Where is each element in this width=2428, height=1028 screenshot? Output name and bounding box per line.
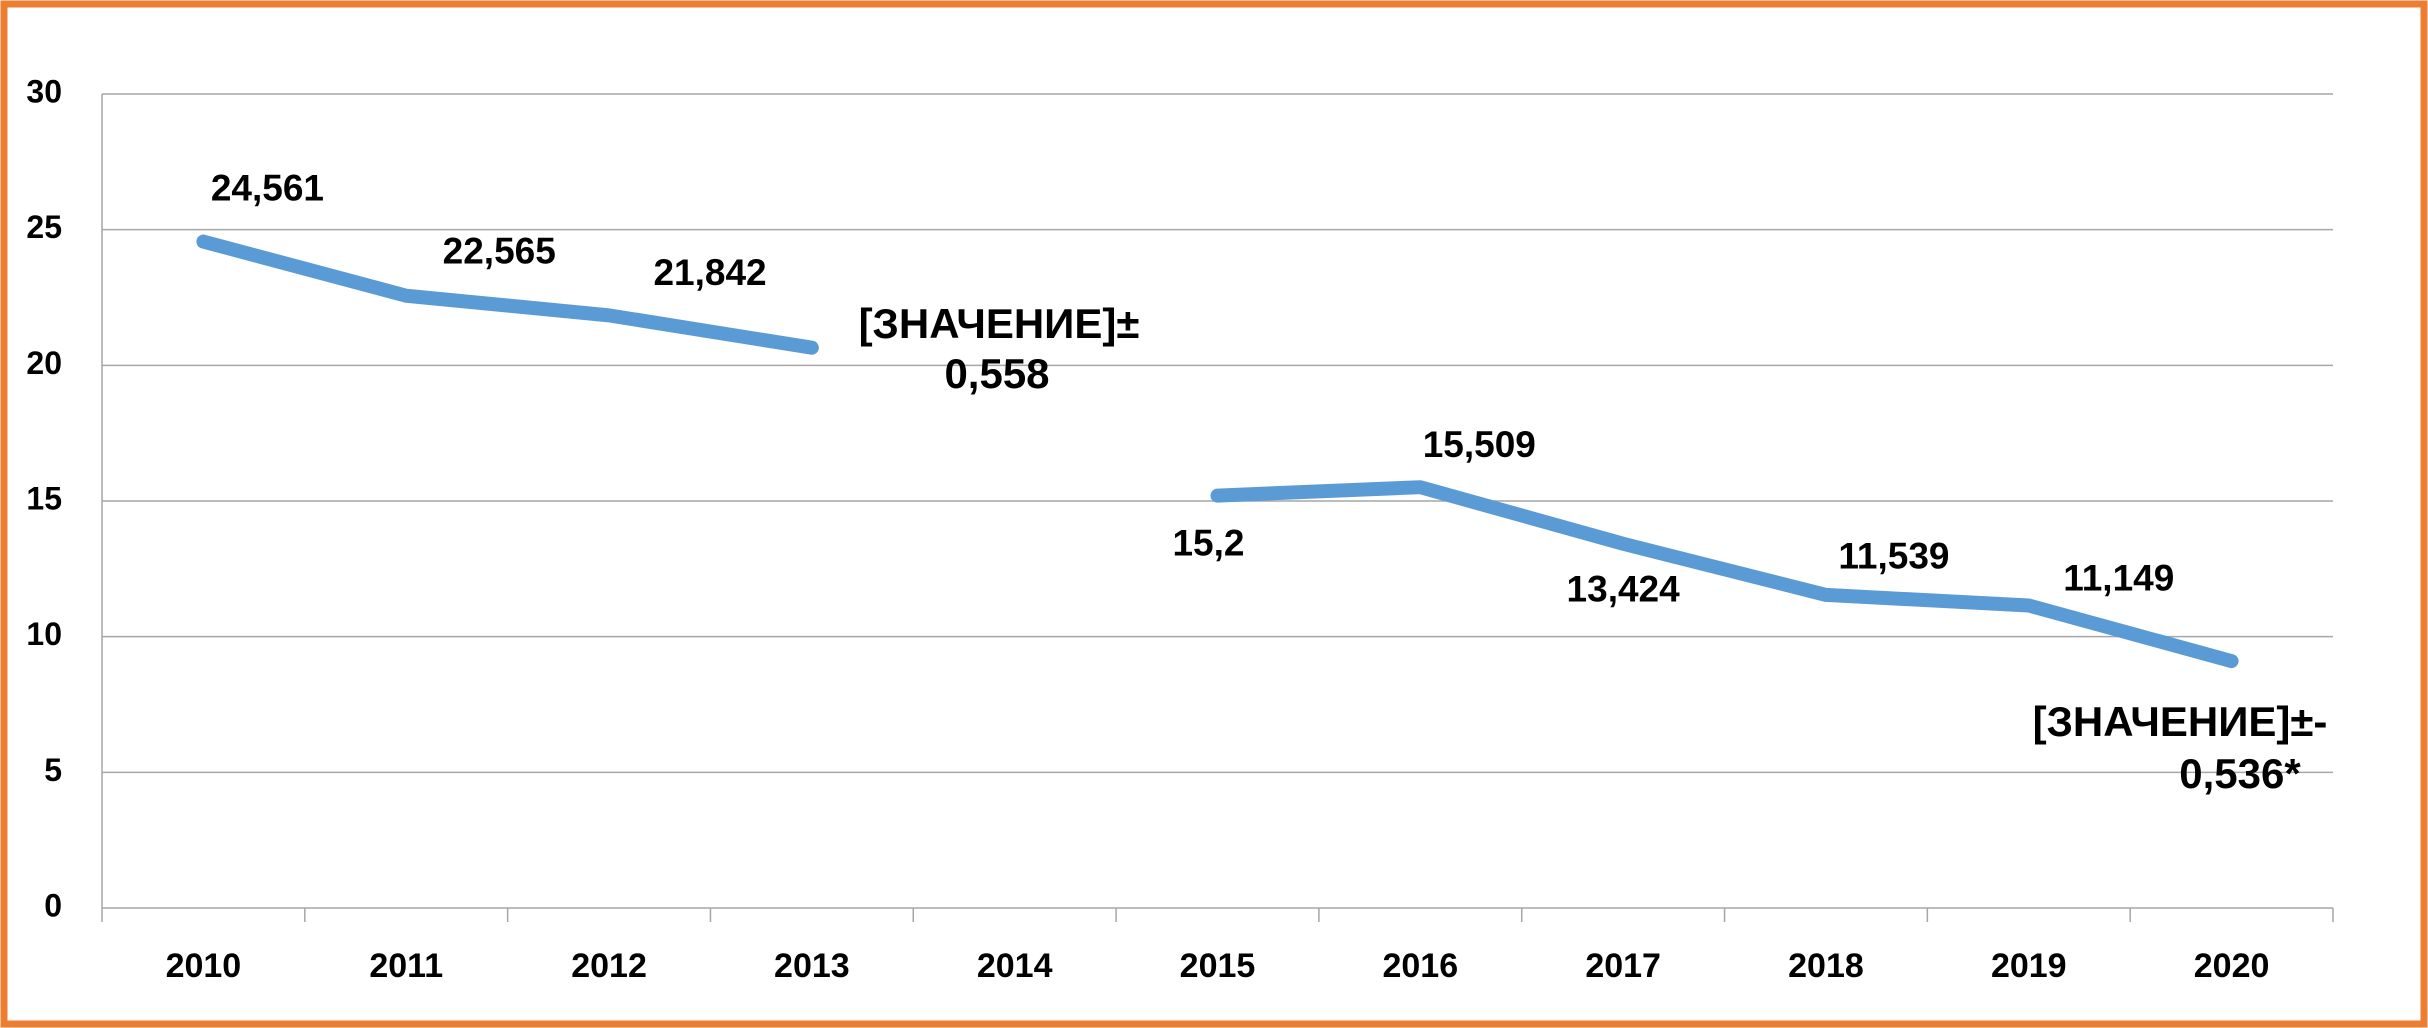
- data-label: 13,424: [1567, 569, 1681, 610]
- data-line: [196, 234, 2239, 669]
- x-tick-label: 2018: [1788, 947, 1864, 985]
- x-tick-label: 2017: [1585, 947, 1661, 985]
- x-tick-label: 2015: [1180, 947, 1256, 985]
- y-tick-label: 15: [26, 480, 62, 516]
- y-tick-label: 10: [26, 616, 62, 652]
- y-tick-label: 25: [26, 209, 62, 245]
- data-label: 11,539: [1838, 536, 1949, 577]
- y-tick-label: 30: [26, 73, 62, 109]
- x-tick-label: 2016: [1382, 947, 1458, 985]
- x-tick-label: 2014: [977, 947, 1053, 985]
- x-tick-label: 2010: [166, 947, 242, 985]
- x-tick-label: 2012: [571, 947, 647, 985]
- annotation: 0,536*: [2179, 750, 2301, 797]
- y-tick-label: 5: [44, 752, 62, 788]
- x-tick-label: 2020: [2194, 947, 2270, 985]
- x-tick-label: 2019: [1991, 947, 2067, 985]
- annotation: 0,558: [944, 350, 1049, 397]
- x-tick-label: 2013: [774, 947, 850, 985]
- x-tick-label: 2011: [369, 947, 443, 985]
- data-label: 11,149: [2063, 557, 2174, 598]
- y-tick-label: 20: [26, 345, 62, 381]
- y-tick-label: 0: [44, 887, 62, 923]
- data-label: 21,842: [653, 252, 766, 293]
- data-label: 15,2: [1172, 522, 1244, 563]
- data-label: 15,509: [1423, 424, 1536, 465]
- data-label: 22,565: [443, 231, 556, 272]
- annotation: [ЗНАЧЕНИЕ]±: [859, 300, 1140, 347]
- annotation: [ЗНАЧЕНИЕ]±-: [2033, 698, 2328, 745]
- data-label: 24,561: [211, 167, 324, 208]
